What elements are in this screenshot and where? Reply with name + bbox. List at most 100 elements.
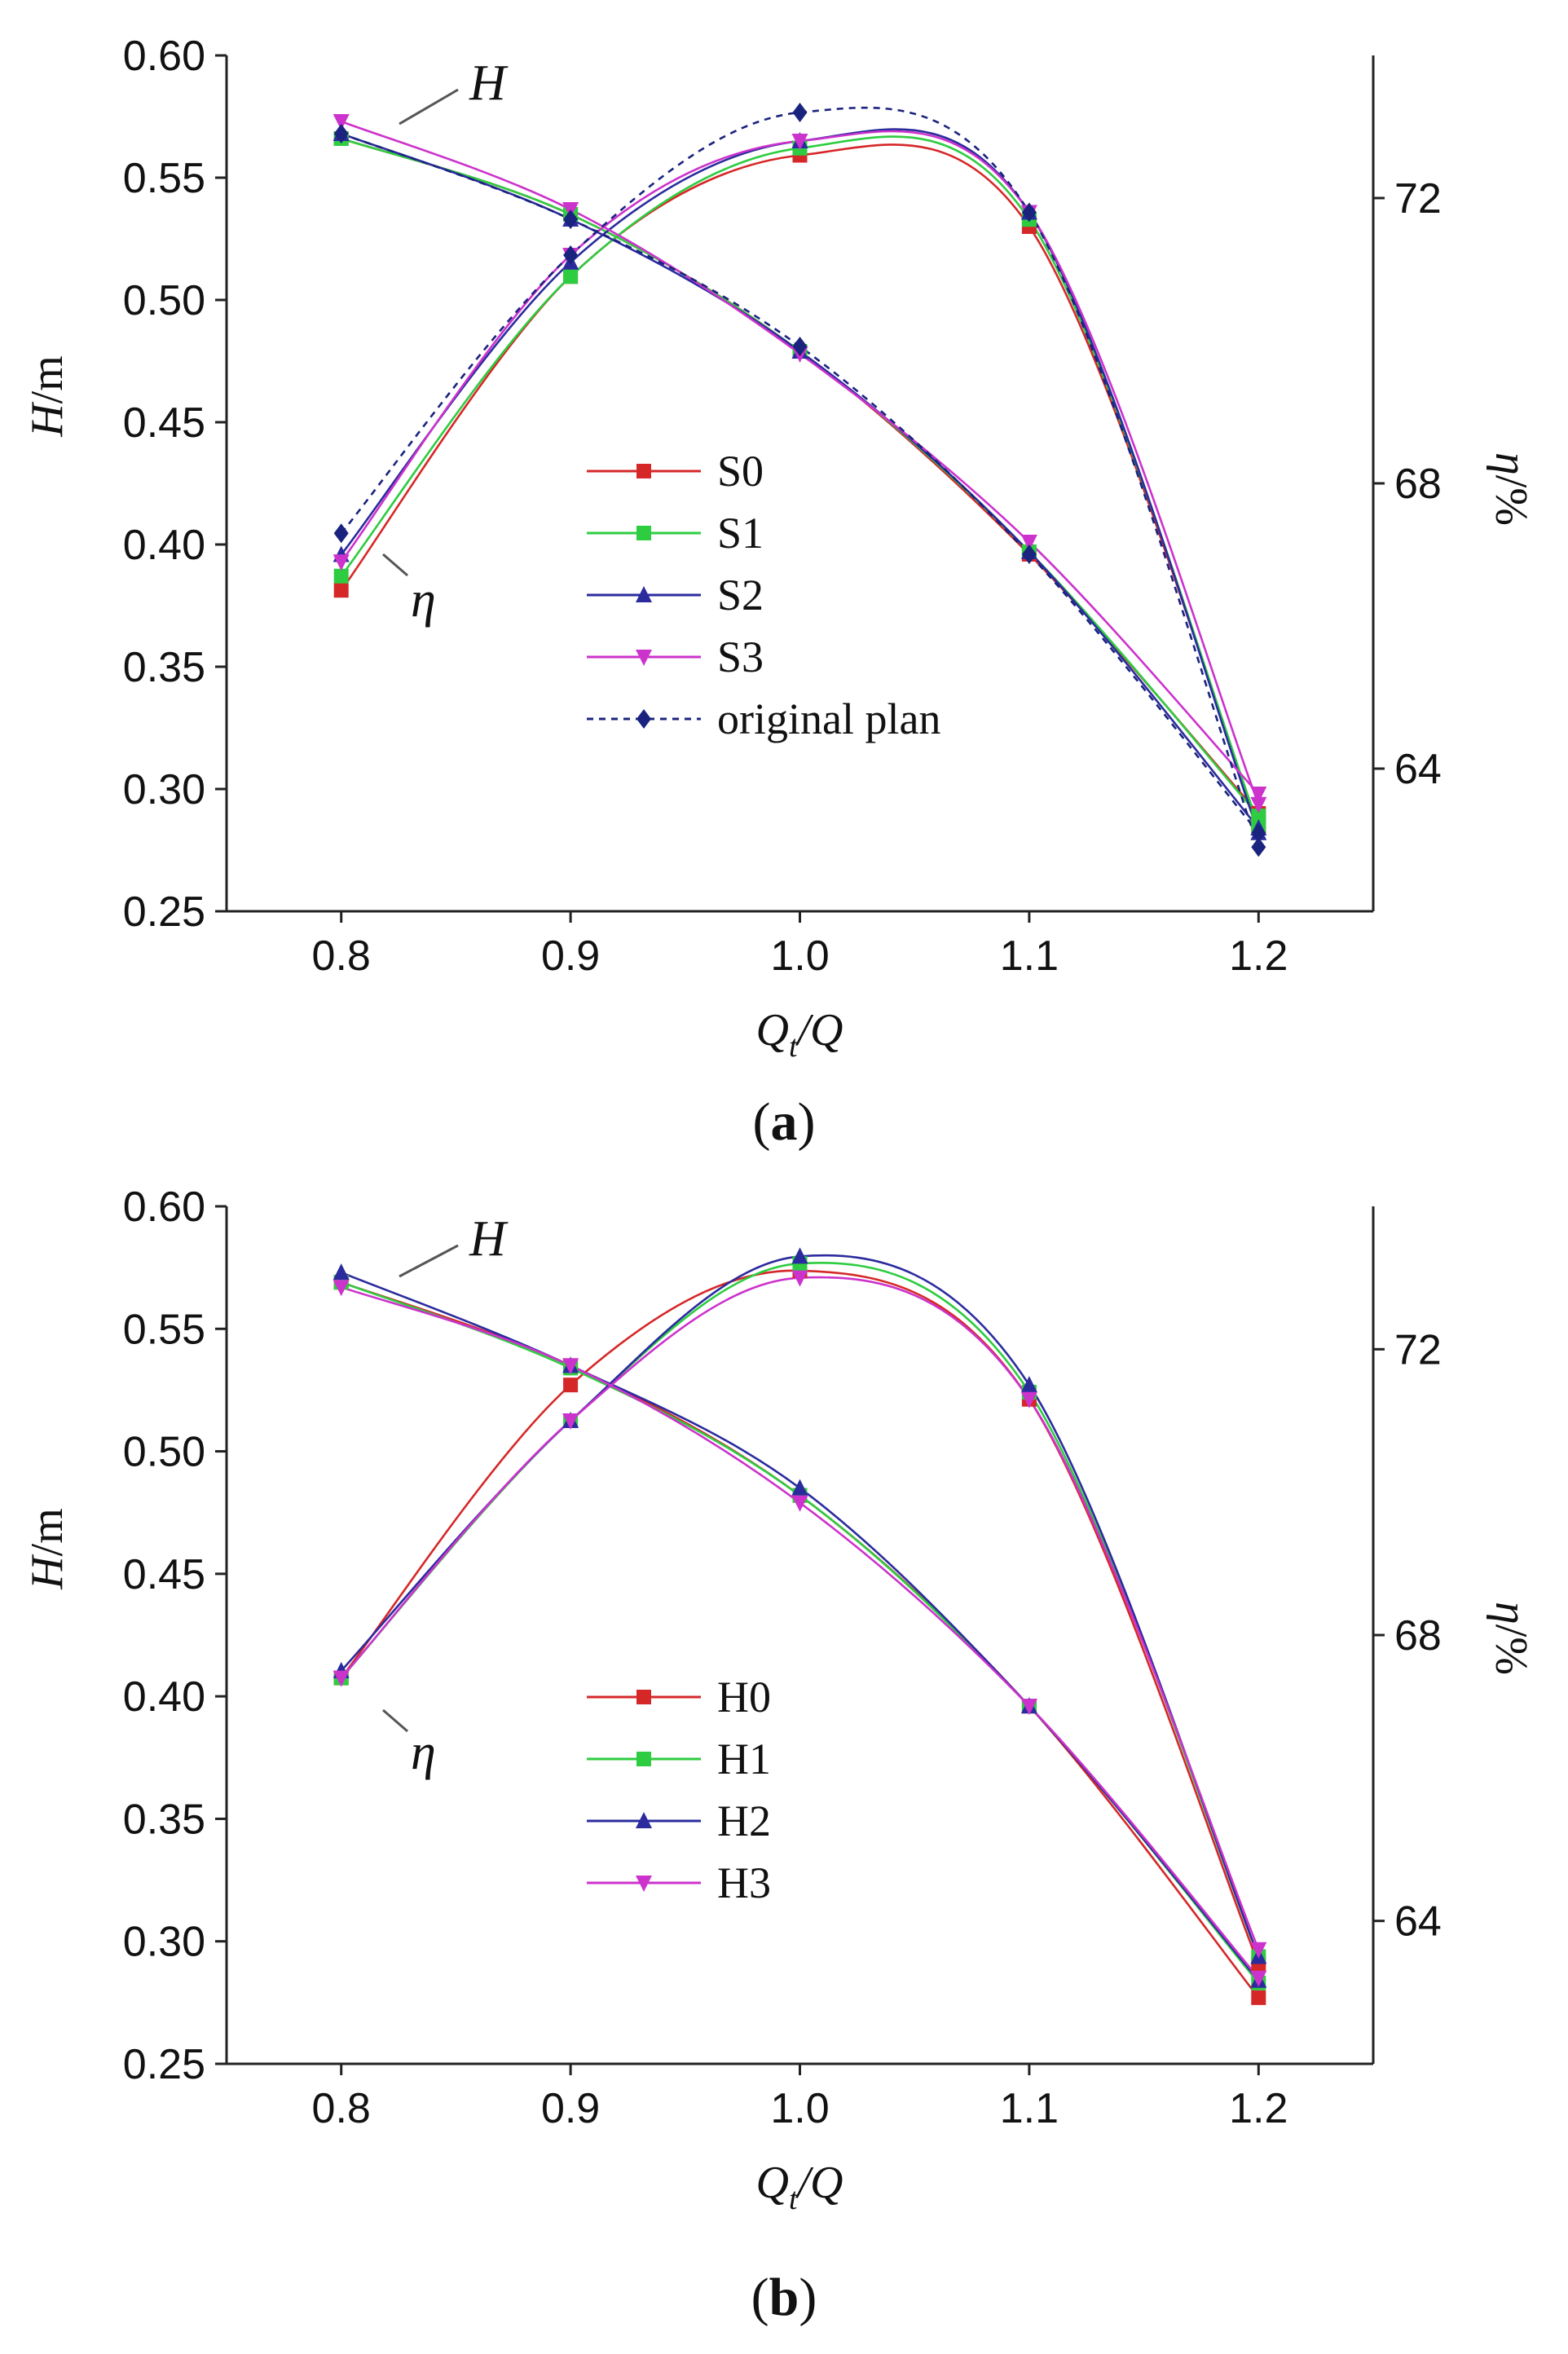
series-h2-head-point [791, 1479, 808, 1496]
series-h3-head-point [562, 1358, 579, 1375]
series-h3-head-point [1250, 1970, 1267, 1987]
series-h2-head-line [341, 1271, 1260, 1982]
series-s3-efficiency-point [791, 134, 808, 150]
annotation-head: H [399, 55, 509, 126]
legend-label-h1: H1 [717, 1735, 771, 1783]
y2-axis-title-var: η [1486, 452, 1536, 475]
y-tick-label: 0.35 [123, 1796, 205, 1843]
series-h2-head-point [333, 1263, 350, 1281]
legend-swatch-marker-original-plan [636, 709, 651, 729]
y-tick-label: 0.45 [123, 399, 205, 447]
curves [340, 106, 1260, 848]
legend-label-original-plan: original plan [717, 694, 940, 743]
legend-label-s3: S3 [717, 633, 764, 681]
x-tick-label: 1.1 [1000, 2085, 1059, 2132]
series-s0-efficiency-line [340, 143, 1260, 827]
legend-swatch-marker-s1 [636, 526, 651, 540]
y2-axis-title-unit: /% [1486, 475, 1536, 526]
series-original-plan-efficiency-point [333, 523, 349, 544]
legend-swatch-marker-s0 [636, 464, 651, 478]
series-original-plan-efficiency-line [340, 106, 1260, 848]
series-original-plan-efficiency-point [792, 103, 808, 122]
y-tick-label: 0.40 [123, 522, 205, 569]
y2-tick-label: 64 [1394, 1898, 1442, 1946]
series-h3-efficiency-point [1250, 1942, 1267, 1959]
markers [333, 103, 1267, 857]
series-original-plan-head-point [792, 337, 808, 356]
legend-label-s1: S1 [717, 509, 764, 558]
y-tick-label: 0.35 [123, 644, 205, 691]
legend-swatch-marker-h1 [636, 1752, 651, 1766]
series-original-plan-head-point [563, 209, 579, 229]
series-h3-efficiency-point [791, 1270, 808, 1287]
x-axis-title-main: Q [755, 1005, 788, 1056]
annotation-head-label: H [469, 55, 509, 111]
y-tick-label: 0.40 [123, 1673, 205, 1721]
x-tick-label: 0.8 [312, 932, 371, 980]
panel-label-b-letter: b [769, 2268, 799, 2327]
series-h0-efficiency-point [563, 1378, 579, 1393]
series-h3-head-point [333, 1280, 350, 1297]
y-tick-label: 0.55 [123, 1306, 205, 1353]
annotation-head-leader [399, 1244, 459, 1278]
series-s3-efficiency-point [1250, 796, 1267, 813]
x-tick-label: 1.0 [770, 932, 829, 980]
x-tick-label: 1.0 [770, 2085, 829, 2132]
series-s3-head-point [333, 114, 350, 130]
x-tick-label: 0.9 [541, 932, 600, 980]
legend-swatch-marker-s2 [636, 586, 652, 602]
y-axis-title: H/m [22, 355, 73, 438]
markers [333, 1247, 1267, 2005]
ticks: 0.60 0.55 0.50 0.45 0.40 0.35 0.30 0.25 72 68 64 0.… [123, 33, 1442, 980]
y-tick-label: 0.30 [123, 1919, 205, 1966]
series-s3-head-point [1020, 535, 1037, 551]
annotation-head-leader [399, 88, 459, 126]
y-axis-title-unit: /m [22, 1508, 73, 1556]
series-h2-efficiency-point [791, 1247, 808, 1264]
x-tick-label: 0.9 [541, 2085, 600, 2132]
series-s1-efficiency-point [333, 568, 349, 584]
x-tick-label: 1.1 [1000, 932, 1059, 980]
series-original-plan-head-point [1021, 544, 1037, 564]
series-s3-efficiency-line [340, 130, 1260, 805]
legend-swatch-marker-h3 [636, 1876, 652, 1892]
panel-label-a-letter: a [771, 1092, 798, 1152]
series-s3-efficiency-point [333, 554, 350, 571]
legend: S0 S1 S2 S3 original plan [587, 447, 940, 743]
x-axis-title: Qt/Q [755, 1005, 843, 1064]
annotation-efficiency-leader [382, 1708, 408, 1733]
x-axis-title-sub: t [789, 1029, 799, 1064]
series-s3-head-point [1250, 787, 1267, 803]
annotation-efficiency-label: η [411, 572, 436, 628]
series-h3-efficiency-point [562, 1413, 579, 1430]
x-axis-title-main: Q [755, 2158, 788, 2208]
y-axis-title-var: H [22, 402, 73, 438]
y2-axis-title-unit: /% [1486, 1624, 1536, 1675]
y-tick-label: 0.50 [123, 1429, 205, 1476]
series-h3-efficiency-point [1020, 1391, 1037, 1408]
annotation-head-label: H [469, 1211, 509, 1267]
legend-label-s2: S2 [717, 571, 764, 619]
series-original-plan-head-line [341, 132, 1260, 834]
legend-swatch-marker-h2 [636, 1812, 652, 1828]
legend-label-h0: H0 [717, 1673, 771, 1721]
series-original-plan-head-point [1251, 823, 1266, 843]
series-h3-efficiency-point [333, 1670, 350, 1687]
series-h3-head-point [1020, 1699, 1037, 1716]
series-h3-head-point [791, 1495, 808, 1512]
annotation-head: H [399, 1211, 509, 1278]
legend-swatch-marker-s3 [636, 650, 652, 666]
annotation-efficiency: η [382, 1708, 436, 1780]
y-tick-label: 0.60 [123, 33, 205, 80]
chart-panel-a: 0.60 0.55 0.50 0.45 0.40 0.35 0.30 0.25 72 68 64 0.… [22, 33, 1536, 1152]
y2-tick-label: 72 [1394, 1326, 1442, 1373]
y-tick-label: 0.50 [123, 277, 205, 324]
y-tick-label: 0.45 [123, 1551, 205, 1598]
series-original-plan-efficiency-point [1251, 837, 1266, 857]
legend-label-h3: H3 [717, 1858, 771, 1907]
x-axis-title-rest: /Q [795, 2158, 843, 2208]
y2-tick-label: 68 [1394, 461, 1442, 508]
series-original-plan-efficiency-point [1021, 202, 1037, 223]
legend-label-h2: H2 [717, 1796, 771, 1845]
